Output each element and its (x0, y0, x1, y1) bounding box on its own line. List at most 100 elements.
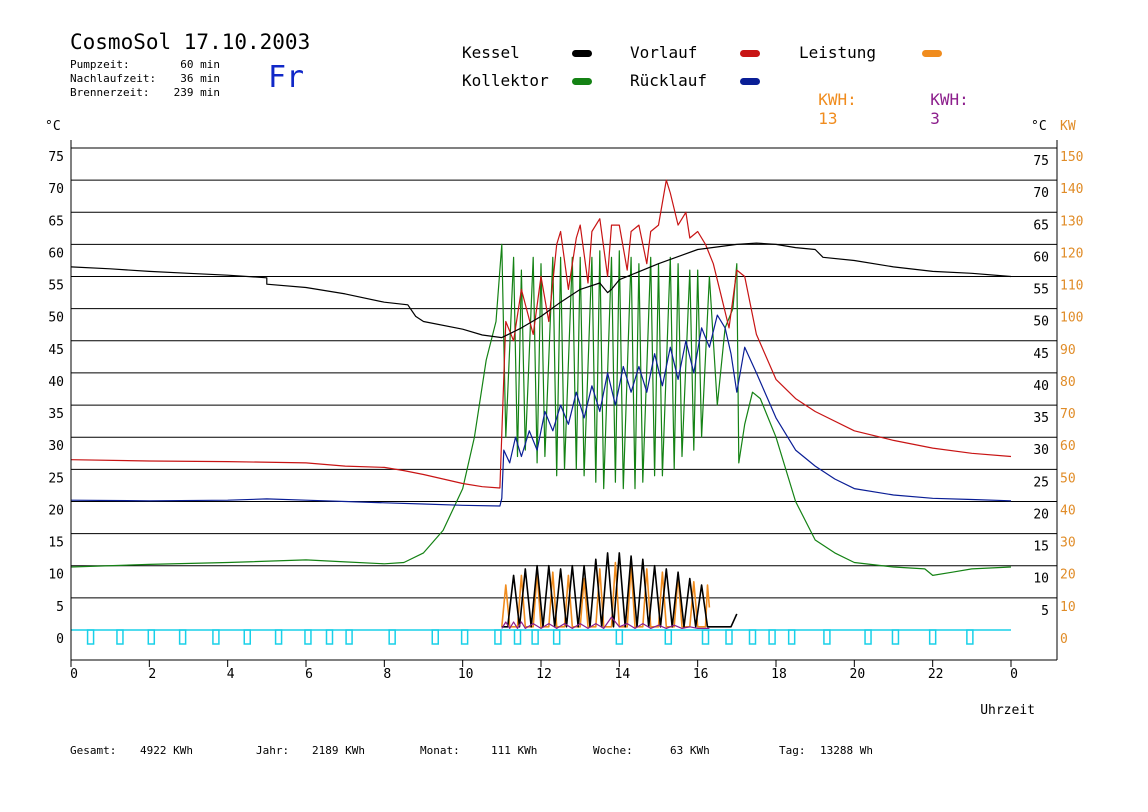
kwh-value-1: 13 (818, 109, 838, 128)
pump-pulse (274, 629, 283, 645)
pump-pulse (823, 629, 831, 645)
y-tick-label: 40 (48, 375, 64, 390)
y-tick-label-right: 65 (1033, 218, 1049, 233)
y-tick-label: 30 (48, 439, 64, 454)
footer-tag-label: Tag: (779, 744, 806, 757)
pump-pulse (787, 629, 796, 645)
legend-leistung-swatch (922, 50, 942, 57)
footer-woche-label: Woche: (593, 744, 633, 757)
y-tick-label: 60 (48, 246, 64, 261)
kw-tick-label: 90 (1060, 343, 1076, 358)
x-tick-label: 12 (536, 667, 552, 682)
y-tick-label-right: 15 (1033, 540, 1049, 555)
y-tick-label-right: 10 (1033, 572, 1049, 587)
x-tick-label: 0 (70, 667, 78, 682)
pump-pulse (513, 629, 522, 645)
series-kessel-brenner (501, 552, 738, 628)
pumpzeit-stat: Pumpzeit: 60 min (70, 58, 220, 72)
legend-ruecklauf: Rücklauf (630, 71, 708, 90)
footer-gesamt-label: Gesamt: (70, 744, 117, 757)
y-tick-label-right: 75 (1033, 154, 1049, 169)
stat-value: 239 min (173, 86, 220, 99)
pump-pulse (748, 629, 757, 645)
y-tick-label: 0 (56, 632, 64, 647)
kw-tick-label: 40 (1060, 503, 1076, 518)
kw-tick-label: 150 (1060, 150, 1083, 165)
kw-tick-label: 10 (1060, 600, 1076, 615)
pump-pulse (928, 629, 937, 645)
x-tick-label: 8 (383, 667, 391, 682)
series-kollektor-leistung (501, 616, 710, 630)
stat-value: 60 min (180, 58, 220, 71)
y-tick-label: 25 (48, 471, 64, 486)
x-tick-label: 18 (771, 667, 787, 682)
chart-title: CosmoSol 17.10.2003 (70, 30, 311, 54)
y-tick-label: 45 (48, 343, 64, 358)
series-r-cklauf (70, 314, 1012, 507)
y-tick-label-right: 40 (1033, 379, 1049, 394)
pump-pulse (701, 629, 710, 645)
series-kollektor (70, 243, 1012, 577)
footer-monat-value: 111 KWh (491, 744, 538, 757)
pump-signal (71, 629, 1011, 645)
y-tick-label: 5 (56, 600, 64, 615)
legend-vorlauf-swatch (740, 50, 760, 57)
series-kessel (70, 242, 1012, 339)
pump-pulse (460, 629, 469, 645)
y-tick-label-right: 30 (1033, 443, 1049, 458)
y-tick-label-right: 20 (1033, 507, 1049, 522)
kw-unit-label: KW (1060, 119, 1076, 134)
weekday-label: Fr (268, 60, 305, 95)
y-tick-label: 70 (48, 182, 64, 197)
pump-pulse (388, 629, 396, 645)
pump-pulse (86, 629, 95, 645)
pump-pulse (552, 629, 561, 645)
pump-pulse (147, 629, 156, 645)
x-tick-label: 14 (615, 667, 631, 682)
pump-pulse (664, 629, 673, 645)
grid (71, 147, 1057, 599)
kwh-total-2: KWH: 3 (911, 71, 969, 128)
x-tick-label: 10 (458, 667, 474, 682)
pump-pulse (891, 629, 900, 645)
pump-pulse (966, 629, 974, 645)
kw-tick-label: 110 (1060, 279, 1083, 294)
stat-label: Brennerzeit: (70, 86, 150, 99)
kwh-label-2: KWH: (930, 90, 969, 109)
series-lines (70, 179, 1012, 630)
pump-pulse (864, 629, 872, 645)
pump-pulse (494, 629, 502, 645)
legend-kollektor-swatch (572, 78, 592, 85)
x-tick-label: 22 (928, 667, 944, 682)
stat-value: 36 min (180, 72, 220, 85)
nachlaufzeit-stat: Nachlaufzeit: 36 min (70, 72, 220, 86)
kwh-label-1: KWH: (818, 90, 857, 109)
x-tick-label: 16 (693, 667, 709, 682)
x-tick-label: 2 (148, 667, 156, 682)
kw-tick-label: 80 (1060, 375, 1076, 390)
pump-pulse (345, 629, 353, 645)
kw-tick-label: 100 (1060, 311, 1083, 326)
x-tick-label: 6 (305, 667, 313, 682)
pump-pulse (178, 629, 187, 645)
x-tick-label: 0 (1010, 667, 1018, 682)
pump-pulse (431, 629, 439, 645)
series-vorlauf (70, 179, 1012, 489)
legend-kessel-swatch (572, 50, 592, 57)
x-axis-label: Uhrzeit (980, 703, 1035, 718)
brennerzeit-stat: Brennerzeit: 239 min (70, 86, 220, 100)
x-tick-label: 20 (850, 667, 866, 682)
legend-leistung: Leistung (799, 43, 877, 62)
y-tick-label-right: 5 (1041, 604, 1049, 619)
kw-tick-label: 140 (1060, 182, 1083, 197)
kw-tick-label: 60 (1060, 439, 1076, 454)
y-tick-label: 35 (48, 407, 64, 422)
y-tick-label-right: 60 (1033, 250, 1049, 265)
legend-kollektor: Kollektor (462, 71, 549, 90)
kw-tick-label: 130 (1060, 214, 1083, 229)
y-tick-label-right: 50 (1033, 315, 1049, 330)
pump-pulse (725, 629, 733, 645)
y-tick-label: 50 (48, 311, 64, 326)
y-tick-label-right: 35 (1033, 411, 1049, 426)
